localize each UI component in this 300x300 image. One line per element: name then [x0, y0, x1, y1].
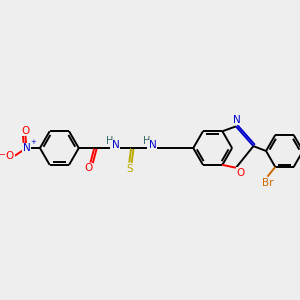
Text: −: − — [0, 150, 4, 159]
Text: O: O — [6, 151, 14, 161]
Text: O: O — [237, 168, 245, 178]
Text: Br: Br — [262, 178, 273, 188]
Text: N: N — [148, 140, 156, 150]
Text: N: N — [22, 143, 30, 153]
Text: N: N — [233, 115, 241, 124]
Text: H: H — [143, 136, 150, 146]
Text: +: + — [30, 139, 36, 145]
Text: O: O — [21, 126, 29, 136]
Text: H: H — [106, 136, 113, 146]
Text: S: S — [126, 164, 133, 174]
Text: N: N — [112, 140, 119, 150]
Text: O: O — [84, 164, 93, 173]
